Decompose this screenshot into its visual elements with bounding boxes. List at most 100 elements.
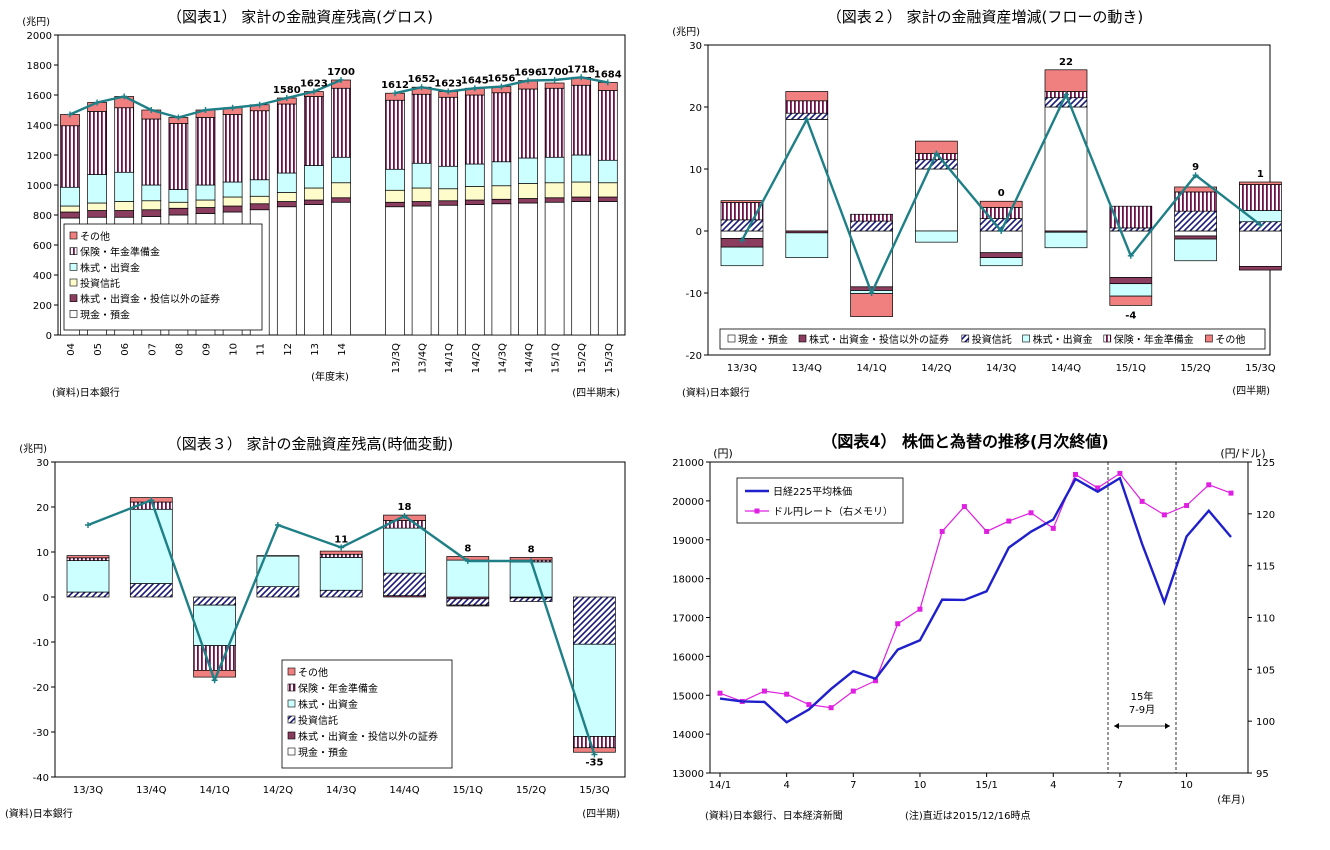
y-left-unit: (円) [713, 447, 733, 460]
bar-segment [249, 195, 270, 205]
fx-rate-point [1206, 482, 1212, 488]
y-right-tick-label: 100 [1256, 717, 1275, 728]
chart-title: （図表1） 家計の金融資産残高(グロス) [167, 8, 433, 26]
bar-segment [1239, 181, 1282, 185]
bar-segment [1109, 227, 1153, 232]
total-marker [94, 99, 101, 106]
bar-segment [544, 82, 565, 89]
data-label: 1700 [541, 67, 569, 78]
data-label: 9 [1192, 162, 1199, 173]
bar-segment [1239, 230, 1282, 267]
legend-label: その他 [80, 230, 110, 243]
bar-segment [518, 183, 538, 199]
y-left-tick-label: 20000 [672, 497, 704, 508]
bar-segment [256, 586, 300, 598]
bar-segment [66, 555, 110, 559]
bar-segment [573, 596, 616, 645]
arrow-head [1114, 723, 1119, 729]
legend-swatch [798, 334, 807, 343]
bar-segment [168, 201, 189, 209]
bar-segment [249, 110, 270, 181]
bar-segment [168, 123, 189, 190]
total-marker [1257, 221, 1264, 228]
total-marker [211, 677, 218, 684]
x-tick-label: 14/3Q [497, 343, 508, 373]
bar-segment [411, 205, 432, 336]
y-tick-label: -30 [33, 728, 49, 739]
x-tick-label: 14/2Q [471, 343, 482, 373]
y-tick-label: 2000 [27, 31, 52, 42]
y-tick-label: -10 [686, 289, 702, 300]
y-tick-label: 400 [33, 271, 52, 282]
bar-segment [979, 230, 1023, 254]
x-tick-label: 4 [1050, 780, 1056, 791]
bar-segment [491, 185, 512, 200]
data-label: 1696 [514, 68, 542, 79]
bar-segment [850, 293, 893, 317]
bar-segment [249, 179, 270, 197]
chart-title: （図表２） 家計の金融資産増減(フローの動き) [827, 8, 1143, 26]
legend-swatch [287, 667, 296, 676]
legend-fx-marker [754, 508, 760, 514]
bar-segment [195, 207, 216, 214]
bar-segment [979, 257, 1023, 267]
bar-segment [383, 572, 426, 596]
total-marker [67, 111, 73, 118]
bar-segment [544, 197, 565, 203]
x-tick-label: 10 [1180, 780, 1193, 791]
y-tick-label: 1600 [27, 91, 52, 102]
legend-swatch [961, 334, 970, 343]
fx-rate-point [828, 705, 834, 711]
x-tick-label: 7 [850, 780, 856, 791]
y-right-tick-label: 120 [1256, 510, 1275, 521]
bar-segment [544, 156, 565, 184]
period-label: 15年 [1131, 690, 1154, 703]
legend-swatch [69, 278, 78, 287]
bar-segment [438, 96, 459, 167]
arrow-head [1165, 723, 1170, 729]
bar-segment [331, 156, 351, 184]
footnote: (注)直近は2015/12/16時点 [905, 809, 1030, 822]
x-tick-label: 10 [229, 343, 240, 356]
bar-segment [411, 201, 432, 207]
bar-segment [1174, 210, 1217, 232]
bar-segment [915, 230, 958, 243]
fx-rate-line [719, 472, 1232, 709]
bar-segment [87, 210, 107, 218]
source-note: (資料)日本銀行 [682, 386, 750, 399]
chart-1-svg: （図表1） 家計の金融資産残高(グロス)(兆円)0200400600800100… [22, 8, 626, 399]
data-label: 1718 [567, 64, 595, 75]
bar-segment [1174, 235, 1217, 240]
total-marker [310, 88, 317, 95]
bar-segment [385, 99, 405, 170]
total-marker [229, 104, 236, 111]
data-label: 1684 [594, 69, 622, 80]
x-tick-label: 13/4Q [792, 363, 822, 374]
bar-segment [1109, 277, 1153, 285]
x-tick-label: 15/3Q [1245, 363, 1275, 374]
bar-segment [464, 204, 485, 336]
y-tick-label: 20 [36, 503, 49, 514]
y-tick-label: 10 [689, 165, 702, 176]
bar-segment [491, 203, 512, 336]
bar-segment [438, 188, 459, 202]
y-tick-label: 1800 [27, 61, 52, 72]
y-tick-label: 20 [689, 103, 702, 114]
y-tick-label: -10 [33, 638, 49, 649]
data-label: 22 [1059, 57, 1073, 68]
bar-segment [195, 199, 216, 208]
bar-segment [785, 91, 829, 102]
bar-segment [1109, 283, 1153, 297]
data-label: 8 [528, 544, 535, 555]
bar-segment [319, 550, 363, 555]
fx-rate-point [961, 504, 967, 510]
legend-swatch [69, 294, 78, 302]
total-marker [551, 77, 558, 83]
y-left-tick-label: 14000 [672, 730, 704, 741]
bar-segment [438, 165, 459, 190]
bar-segment [720, 219, 764, 232]
bar-segment [60, 205, 80, 213]
bar-segment [129, 508, 173, 584]
fx-rate-point [850, 688, 856, 694]
bar-segment [276, 172, 297, 193]
